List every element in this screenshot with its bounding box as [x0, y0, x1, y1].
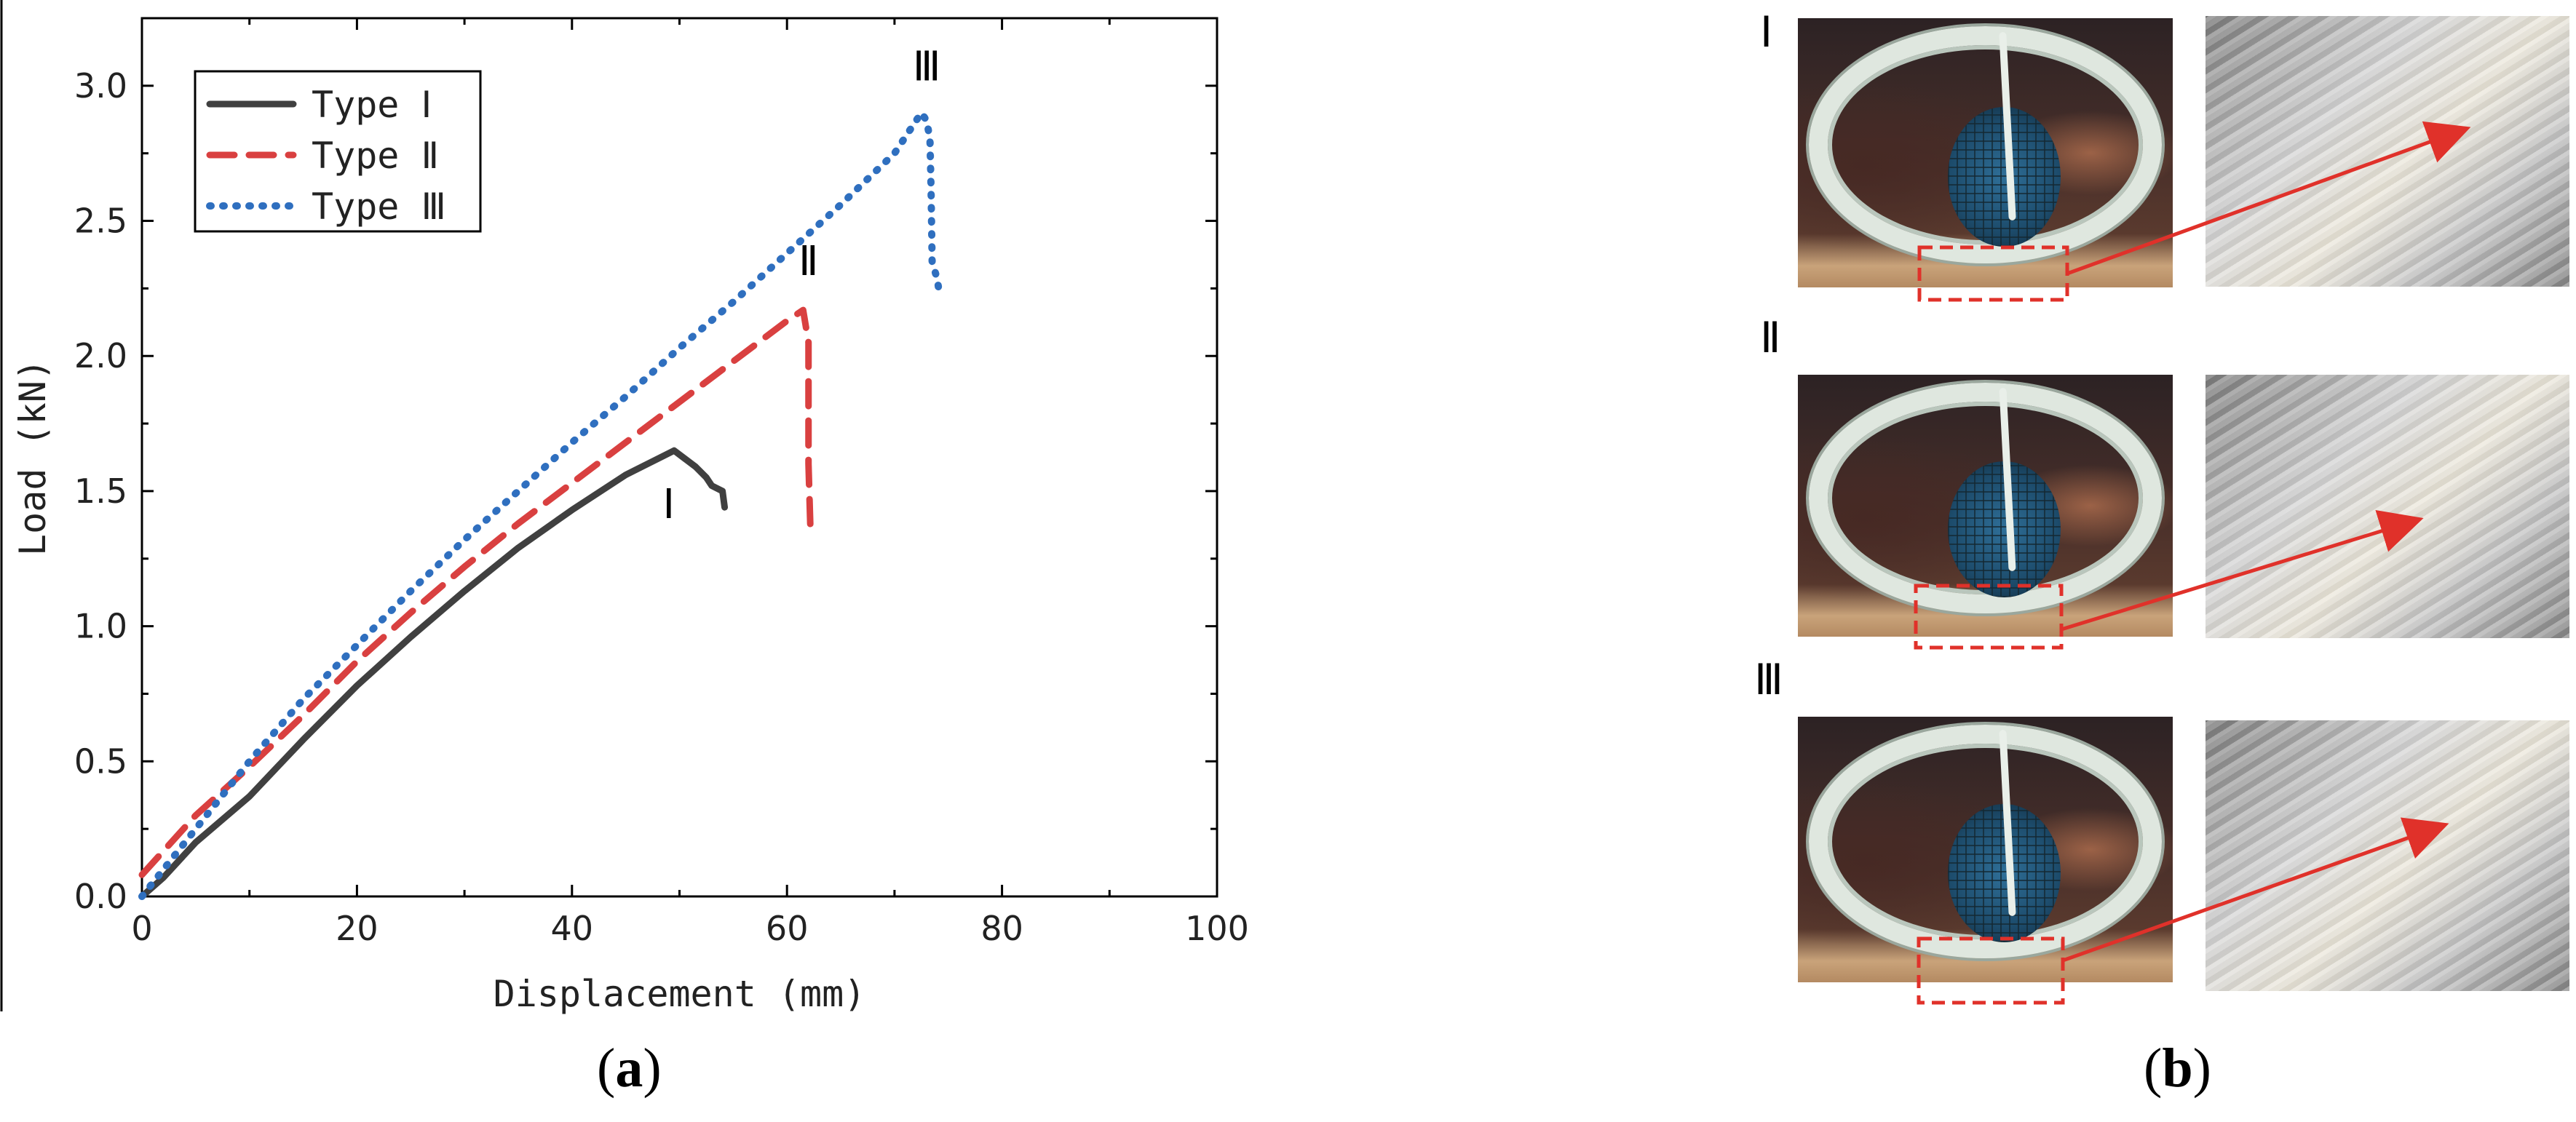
specimen-photo-1: [1798, 18, 2173, 287]
y-tick-label: 1.0: [74, 607, 127, 646]
x-tick-label: 40: [551, 909, 594, 948]
row-label-1: Ⅰ: [1760, 9, 1773, 56]
row-label-2: Ⅱ: [1760, 314, 1781, 362]
x-tick-label: 80: [980, 909, 1023, 948]
micrograph-2: [2206, 375, 2569, 638]
x-tick-label: 0: [131, 909, 152, 948]
x-tick-label: 100: [1185, 909, 1249, 948]
y-tick-label: 1.5: [74, 472, 127, 511]
y-tick-label: 2.5: [74, 202, 127, 241]
panel-b-caption: (b): [2144, 1038, 2211, 1099]
micrograph-1: [2206, 16, 2569, 287]
row-label-3: Ⅲ: [1754, 656, 1783, 704]
series-line-1: [138, 447, 729, 900]
legend-label-1: Type Ⅰ: [312, 84, 432, 126]
micrograph-3: [2206, 720, 2569, 991]
y-axis-label: Load (kN): [12, 359, 54, 556]
y-tick-label: 0.5: [74, 741, 127, 781]
curve-annotation-1: Ⅰ: [662, 482, 675, 528]
series-line-3: [138, 108, 943, 900]
y-tick-label: 2.0: [74, 336, 127, 375]
x-tick-label: 60: [766, 909, 809, 948]
legend-label-3: Type Ⅲ: [312, 186, 446, 228]
legend-label-2: Type Ⅱ: [312, 135, 439, 177]
series-line-2: [138, 306, 815, 878]
x-axis-label: Displacement (mm): [494, 973, 866, 1015]
curve-annotation-3: Ⅲ: [913, 44, 941, 89]
curve-annotation-2: Ⅱ: [798, 239, 819, 285]
x-tick-label: 20: [336, 909, 379, 948]
specimen-photo-3: [1798, 717, 2173, 982]
specimen-photo-2: [1798, 375, 2173, 637]
legend-box: [194, 70, 482, 233]
panel-a-caption: (a): [597, 1038, 662, 1099]
y-tick-label: 0.0: [74, 877, 127, 916]
y-tick-label: 3.0: [74, 66, 127, 106]
